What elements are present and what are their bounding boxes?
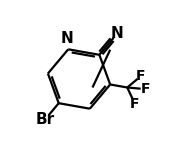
Text: N: N: [61, 31, 74, 46]
Text: N: N: [111, 26, 123, 41]
Text: Br: Br: [35, 112, 54, 127]
Text: F: F: [130, 97, 140, 111]
Text: F: F: [136, 69, 146, 83]
Text: F: F: [140, 82, 150, 96]
